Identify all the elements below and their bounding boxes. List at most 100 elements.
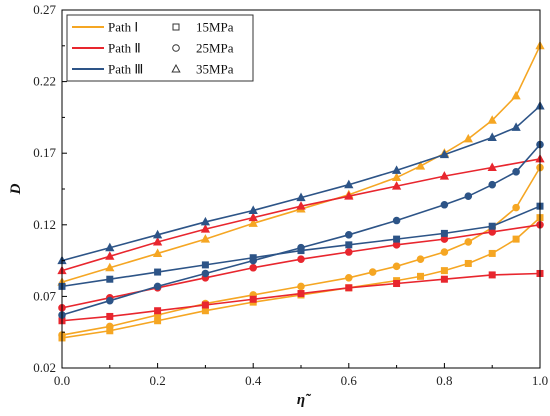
legend-marker-label: 35MPa [196, 62, 234, 77]
series-point [439, 171, 450, 180]
series-line [61, 105, 541, 262]
series-point [105, 251, 115, 260]
y-tick-label: 0.12 [33, 217, 56, 232]
legend-marker-triangle [171, 63, 181, 73]
series-point [152, 248, 163, 257]
x-tick-label: 0.4 [245, 373, 262, 388]
series-point [440, 229, 448, 237]
series-point [152, 236, 163, 246]
series-point [106, 322, 114, 331]
series-point [464, 259, 472, 267]
y-axis-title: D [8, 183, 24, 195]
series-point [248, 205, 258, 214]
legend: Path Ⅰ Path Ⅱ Path Ⅲ 15MPa 25MPa 35MPa [66, 14, 254, 82]
series-point [248, 212, 258, 222]
series-point [392, 216, 401, 225]
series-point [488, 180, 497, 189]
legend-marker-circle [172, 44, 180, 52]
y-tick-label: 0.22 [33, 74, 56, 89]
series-point [488, 249, 496, 257]
series-point [391, 181, 402, 190]
series-point [392, 262, 401, 271]
series-point [393, 235, 401, 243]
series-point [297, 282, 305, 291]
series-point [297, 243, 305, 252]
x-tick-label: 0.6 [341, 373, 358, 388]
series-point [201, 261, 209, 269]
series-point [488, 271, 496, 279]
series-point [511, 122, 521, 131]
series-point [415, 161, 426, 170]
series-point [201, 301, 209, 309]
series-point [154, 307, 162, 315]
ticks-layer: 0.0 0.2 0.4 0.6 0.8 1.0 0.02 0.07 0.12 0.17 0.22 0.… [33, 2, 548, 388]
legend-marker-square [172, 23, 180, 31]
series-point [106, 312, 114, 320]
series-point [464, 192, 473, 200]
y-tick-label: 0.02 [33, 360, 56, 375]
x-tick-label: 1.0 [532, 373, 548, 388]
series-point [153, 282, 162, 291]
series-point [417, 272, 424, 280]
series-point [416, 255, 425, 263]
series-layer [57, 40, 545, 342]
series-point [487, 132, 497, 141]
series-point [249, 295, 257, 303]
y-tick-label: 0.07 [33, 288, 56, 303]
series-point [296, 201, 306, 210]
series-point [201, 269, 210, 278]
series-point [393, 280, 401, 288]
legend-path-label: Path Ⅲ [108, 62, 143, 77]
series-point [105, 242, 115, 252]
series-point [512, 168, 520, 176]
series-point [200, 234, 211, 243]
series-point [512, 235, 520, 243]
series-point [439, 149, 450, 159]
legend-path-label: Path Ⅱ [108, 41, 141, 56]
series-point [249, 263, 257, 272]
series-line [61, 217, 541, 339]
series-point [249, 256, 257, 265]
series-point [487, 115, 497, 124]
series-point [345, 273, 353, 282]
series-point [106, 296, 114, 305]
y-tick-label: 0.17 [33, 145, 56, 160]
y-tick-label: 0.27 [33, 2, 56, 17]
series-point [152, 229, 163, 239]
x-tick-label: 0.0 [54, 373, 70, 388]
series-point [248, 218, 258, 227]
x-axis-title: η̃ [297, 392, 312, 408]
series-8 [57, 100, 545, 265]
series-point [391, 172, 402, 182]
series-point [463, 133, 473, 143]
series-point [464, 238, 473, 246]
series-point [344, 179, 354, 189]
legend-marker-label: 25MPa [196, 41, 234, 56]
series-5 [57, 153, 545, 275]
legend-items: Path Ⅰ Path Ⅱ Path Ⅲ 15MPa 25MPa 35MPa [72, 20, 234, 77]
series-point [105, 262, 115, 272]
series-point [345, 284, 353, 292]
series-point [345, 241, 353, 249]
x-tick-label: 0.8 [436, 373, 452, 388]
series-point [391, 165, 402, 174]
series-point [344, 191, 354, 200]
series-point [200, 224, 211, 233]
series-point [440, 275, 448, 283]
legend-marker-label: 15MPa [196, 20, 234, 35]
series-point [345, 231, 353, 239]
series-point [440, 267, 448, 275]
series-point [297, 290, 305, 298]
series-point [200, 216, 211, 226]
series-point [297, 255, 305, 263]
series-7 [58, 140, 544, 319]
series-point [154, 268, 162, 276]
series-point [440, 200, 449, 209]
series-point [440, 248, 449, 256]
x-tick-label: 0.2 [149, 373, 165, 388]
series-point [488, 222, 496, 230]
series-point [296, 192, 306, 202]
series-point [106, 275, 114, 283]
